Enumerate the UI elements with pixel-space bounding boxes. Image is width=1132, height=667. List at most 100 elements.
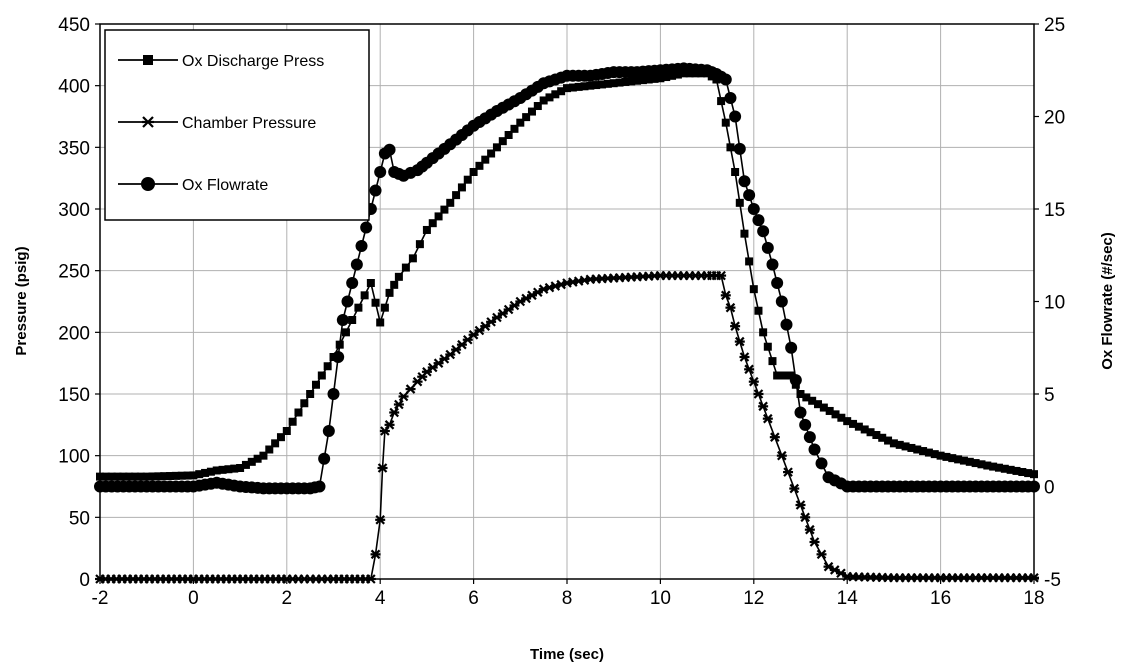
- data-point: [759, 328, 768, 337]
- legend-marker: [141, 177, 155, 191]
- data-point: [440, 205, 449, 214]
- legend-label: Ox Discharge Press: [182, 53, 324, 70]
- data-point: [866, 428, 875, 437]
- data-point: [481, 155, 490, 164]
- data-point: [994, 463, 1003, 472]
- data-point: [761, 241, 774, 254]
- data-point: [656, 74, 665, 83]
- data-point: [568, 83, 577, 92]
- data-point: [377, 463, 388, 473]
- data-point: [195, 470, 204, 479]
- data-point: [802, 393, 811, 402]
- data-point: [808, 396, 817, 405]
- legend-label: Ox Flowrate: [182, 177, 268, 194]
- data-point: [492, 143, 501, 152]
- data-point: [804, 524, 815, 535]
- data-point: [860, 425, 869, 434]
- legend: Ox Discharge Press Chamber Pressure Ox Flo…: [104, 29, 370, 221]
- data-point: [907, 443, 916, 452]
- data-point: [650, 74, 659, 83]
- y2-tick-label: -5: [1044, 570, 1061, 591]
- data-point: [206, 467, 215, 476]
- x-tick-label: 10: [650, 588, 671, 609]
- data-point: [148, 472, 157, 481]
- data-point: [1006, 465, 1015, 474]
- data-point: [901, 442, 910, 451]
- data-point: [717, 97, 726, 106]
- data-point: [107, 472, 116, 481]
- data-point: [355, 240, 368, 252]
- data-point: [160, 472, 169, 481]
- data-point: [771, 277, 784, 289]
- data-point: [341, 295, 354, 308]
- data-point: [799, 418, 812, 431]
- data-point: [136, 472, 145, 481]
- data-point: [265, 445, 274, 454]
- data-point: [317, 371, 326, 380]
- data-point: [241, 460, 250, 469]
- y2-tick-label: 25: [1044, 15, 1065, 36]
- data-point: [775, 295, 788, 308]
- data-point: [884, 436, 893, 445]
- data-point: [383, 143, 396, 156]
- data-point: [785, 341, 798, 354]
- data-point: [743, 189, 756, 202]
- data-point: [942, 452, 951, 461]
- data-point: [837, 413, 846, 422]
- data-point: [327, 388, 340, 400]
- data-point: [218, 465, 227, 474]
- data-point: [592, 81, 601, 90]
- legend-entry: Ox Flowrate: [118, 177, 268, 194]
- x-tick-label: 14: [837, 588, 859, 609]
- data-point: [843, 417, 852, 426]
- y-tick-label: 450: [58, 15, 90, 36]
- data-point: [527, 107, 536, 116]
- legend-entry: Chamber Pressure: [118, 115, 316, 132]
- legend-entries: Ox Discharge Press Chamber Pressure Ox Flo…: [118, 53, 324, 194]
- data-point: [849, 419, 858, 428]
- data-point: [166, 472, 175, 481]
- data-point: [757, 225, 770, 238]
- data-point: [563, 84, 571, 93]
- data-point: [341, 328, 350, 337]
- data-point: [1018, 468, 1027, 477]
- data-point: [783, 467, 794, 477]
- data-point: [719, 73, 732, 86]
- data-point: [769, 432, 780, 442]
- data-point: [598, 80, 607, 89]
- data-point: [720, 290, 731, 301]
- data-point: [253, 454, 262, 463]
- data-point: [662, 73, 671, 82]
- y2-axis-ticks: -5 0 5 10 15 20 25: [1034, 15, 1065, 591]
- x-tick-label: 2: [282, 588, 293, 609]
- data-point: [551, 90, 560, 99]
- data-point: [633, 76, 642, 85]
- data-point: [872, 431, 881, 440]
- data-point: [638, 76, 647, 85]
- data-point: [371, 298, 380, 307]
- data-point: [376, 318, 385, 327]
- data-point: [854, 422, 863, 431]
- data-point: [913, 445, 922, 454]
- data-point: [983, 461, 992, 470]
- legend-label: Chamber Pressure: [182, 115, 316, 132]
- data-point: [119, 472, 128, 481]
- legend-entry: Ox Discharge Press: [118, 53, 324, 70]
- x-tick-label: 18: [1023, 588, 1044, 609]
- y2-tick-label: 10: [1044, 293, 1065, 314]
- data-point: [336, 314, 349, 326]
- data-point: [752, 214, 765, 227]
- data-point: [747, 203, 760, 215]
- data-point: [773, 371, 782, 380]
- data-point: [369, 184, 382, 197]
- data-point: [259, 451, 268, 460]
- data-point: [348, 316, 357, 324]
- data-point: [446, 198, 455, 207]
- data-point: [539, 96, 548, 105]
- data-point: [574, 82, 583, 91]
- data-point: [247, 457, 256, 466]
- data-point: [789, 374, 802, 387]
- data-point: [469, 168, 478, 176]
- y-tick-label: 50: [69, 508, 90, 529]
- y2-tick-label: 20: [1044, 108, 1065, 129]
